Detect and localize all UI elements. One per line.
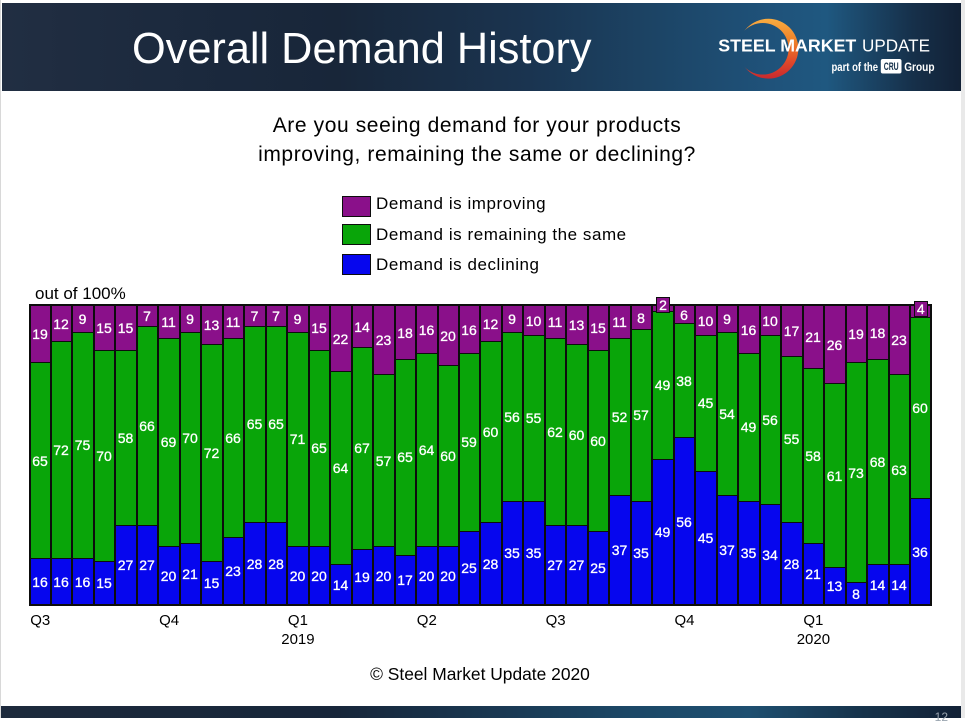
svg-text:part of the: part of the xyxy=(832,60,879,74)
svg-text:CRU: CRU xyxy=(884,61,899,73)
svg-text:UPDATE: UPDATE xyxy=(862,35,930,55)
svg-text:Group: Group xyxy=(904,60,934,74)
svg-text:STEEL MARKET: STEEL MARKET xyxy=(718,35,856,55)
